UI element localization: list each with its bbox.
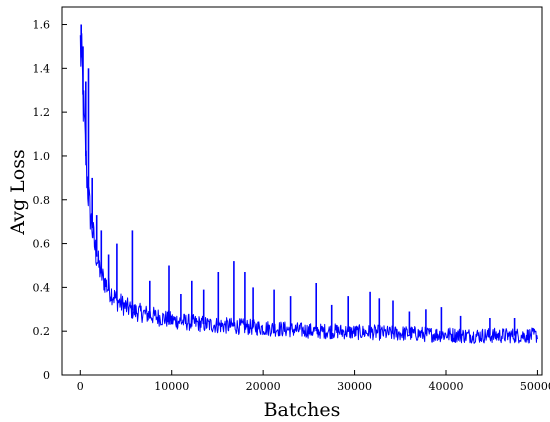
- y-tick-label: 0.2: [33, 325, 51, 338]
- plot-frame: [61, 6, 543, 376]
- y-tick-label: 1.2: [33, 106, 51, 119]
- y-axis-title: Avg Loss: [7, 149, 29, 235]
- y-tick-label: 0.6: [33, 238, 51, 251]
- x-axis-title: Batches: [264, 399, 341, 421]
- loss-series-line: [79, 33, 538, 344]
- x-tick-label: 30000: [337, 380, 372, 393]
- x-tick-label: 0: [77, 380, 84, 393]
- y-tick-label: 1.4: [33, 62, 51, 75]
- y-tick-label: 1.6: [33, 19, 51, 32]
- y-tick-label: 1.0: [33, 150, 51, 163]
- x-tick-label: 20000: [246, 380, 281, 393]
- y-tick-label: 0.8: [33, 194, 51, 207]
- x-tick-label: 40000: [429, 380, 464, 393]
- x-tick-label: 10000: [154, 380, 189, 393]
- y-tick-label: 0.4: [33, 281, 51, 294]
- y-tick-label: 0: [43, 369, 50, 382]
- plot-marks: [79, 24, 538, 344]
